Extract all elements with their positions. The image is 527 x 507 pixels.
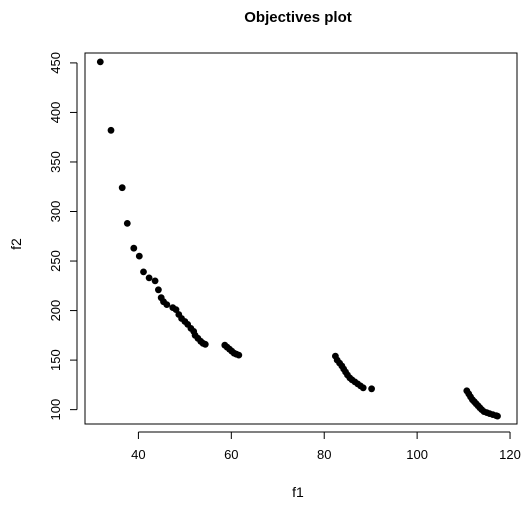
- plot-frame: [84, 52, 518, 425]
- data-point-8: [151, 277, 159, 285]
- data-point-12: [163, 301, 171, 308]
- data-point-2: [118, 184, 126, 192]
- y-tick-label-2: 200: [48, 300, 63, 322]
- data-point-3: [123, 220, 131, 227]
- data-point-32: [235, 351, 243, 359]
- data-point-4: [130, 244, 138, 252]
- x-axis-label: f1: [292, 484, 304, 500]
- data-point-7: [145, 274, 153, 282]
- y-tick-label-3: 250: [48, 250, 63, 272]
- data-point-9: [155, 286, 162, 294]
- x-tick-label-4: 120: [499, 447, 521, 462]
- y-tick-label-0: 100: [48, 399, 63, 421]
- y-axis-label: f2: [8, 238, 24, 250]
- y-tick-label-6: 400: [48, 102, 63, 124]
- data-point-0: [96, 58, 104, 66]
- data-point-25: [201, 340, 209, 348]
- y-tick-label-5: 350: [48, 151, 63, 173]
- x-tick-label-2: 80: [317, 447, 331, 462]
- data-point-5: [135, 252, 143, 260]
- y-tick-label-4: 300: [48, 201, 63, 223]
- data-point-6: [140, 268, 147, 276]
- data-point-1: [107, 126, 115, 134]
- y-tick-label-1: 150: [48, 349, 63, 371]
- data-point-45: [359, 384, 367, 392]
- y-axis: 100 150 200 250 300 350 400 450: [48, 52, 78, 421]
- data-point-46: [368, 385, 375, 393]
- points-group: [96, 58, 501, 420]
- x-axis: 40 60 80 100 120: [131, 431, 521, 462]
- x-tick-label-1: 60: [224, 447, 238, 462]
- x-tick-label-0: 40: [131, 447, 145, 462]
- data-point-61: [494, 412, 501, 420]
- chart-title: Objectives plot: [244, 9, 352, 26]
- y-tick-label-7: 450: [48, 52, 63, 74]
- x-tick-label-3: 100: [406, 447, 428, 462]
